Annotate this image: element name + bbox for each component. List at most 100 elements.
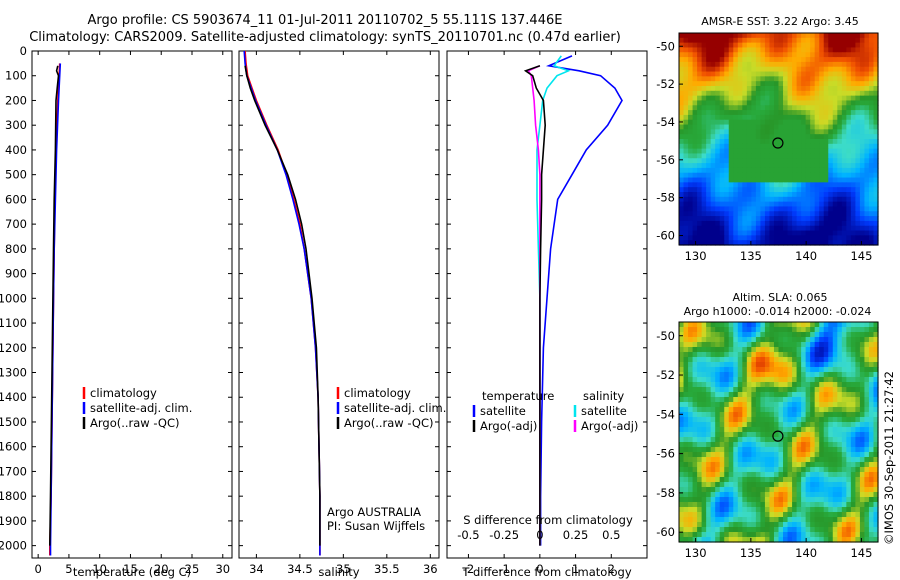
heatmap-cell (764, 477, 771, 483)
heatmap-cell (769, 33, 775, 39)
heatmap-cell (679, 462, 685, 468)
heatmap-cell (778, 240, 784, 246)
heatmap-cell (706, 143, 712, 150)
heatmap-cell (706, 86, 712, 92)
heatmap-cell (801, 402, 807, 408)
heatmap-cell (679, 437, 685, 443)
heatmap-cell (773, 527, 780, 533)
heatmap-cell (701, 211, 707, 217)
legend-label: Argo(..raw -QC) (344, 416, 434, 430)
heatmap-cell (787, 76, 793, 82)
heatmap-cell (764, 230, 771, 236)
heatmap-cell (733, 497, 739, 503)
heatmap-cell (773, 537, 780, 543)
heatmap-cell (805, 172, 811, 179)
heatmap-cell (764, 432, 771, 438)
heatmap-cell (792, 427, 798, 433)
heatmap-cell (679, 502, 685, 508)
heatmap-cell (814, 422, 820, 428)
heatmap-cell (846, 497, 852, 503)
heatmap-cell (764, 397, 771, 403)
heatmap-cell (742, 134, 748, 140)
heatmap-cell (733, 225, 739, 232)
x-tick-label: 30 (215, 562, 230, 576)
heatmap-cell (787, 177, 793, 183)
heatmap-cell (837, 537, 843, 543)
heatmap-cell (787, 196, 793, 203)
heatmap-cell (746, 177, 752, 183)
heatmap-cell (724, 61, 730, 68)
heatmap-cell (837, 492, 843, 498)
y-tick-label: 700 (5, 217, 27, 231)
heatmap-cell (710, 86, 716, 92)
heatmap-cell (778, 472, 784, 478)
heatmap-cell (692, 61, 698, 68)
heatmap-cell (801, 177, 807, 183)
heatmap-cell (683, 177, 689, 183)
heatmap-cell (864, 201, 870, 208)
heatmap-cell (683, 347, 689, 353)
heatmap-cell (814, 472, 820, 478)
heatmap-cell (719, 412, 725, 418)
heatmap-cell (697, 537, 703, 543)
heatmap-cell (728, 90, 734, 97)
heatmap-cell (737, 522, 743, 528)
heatmap-cell (773, 148, 780, 155)
heatmap-cell (688, 86, 694, 92)
panel-frame-1 (238, 50, 440, 559)
heatmap-cell (819, 472, 825, 478)
heatmap-cell (837, 52, 843, 58)
heatmap-cell (724, 437, 730, 443)
heatmap-cell (778, 211, 784, 217)
heatmap-cell (701, 52, 707, 58)
heatmap-cell (828, 37, 834, 44)
heatmap-cell (724, 357, 730, 363)
heatmap-cell (760, 129, 766, 135)
heatmap-cell (764, 143, 771, 150)
heatmap-cell (679, 482, 685, 488)
legend-label: satellite-adj. clim. (344, 401, 446, 415)
heatmap-cell (828, 342, 834, 348)
heatmap-cell (810, 33, 816, 39)
heatmap-cell (728, 52, 734, 58)
heatmap-cell (688, 327, 694, 333)
heatmap-cell (792, 442, 798, 448)
heatmap-cell (846, 105, 852, 111)
heatmap-cell (846, 412, 852, 418)
heatmap-cell (814, 367, 820, 373)
heatmap-cell (864, 187, 870, 193)
heatmap-cell (728, 482, 734, 488)
heatmap-cell (755, 502, 762, 508)
heatmap-cell (746, 442, 752, 448)
heatmap-cell (683, 407, 689, 413)
heatmap-cell (728, 172, 734, 179)
heatmap-cell (868, 322, 875, 328)
heatmap-cell (755, 114, 762, 121)
heatmap-cell (855, 66, 861, 73)
heatmap-cell (823, 105, 829, 111)
heatmap-cell (733, 407, 739, 413)
heatmap-cell (773, 105, 780, 111)
heatmap-cell (746, 382, 752, 388)
heatmap-cell (841, 487, 847, 493)
heatmap-cell (855, 71, 861, 77)
heatmap-cell (724, 230, 730, 236)
heatmap-cell (778, 105, 784, 111)
heatmap-cell (764, 342, 771, 348)
heatmap-cell (764, 462, 771, 468)
heatmap-cell (814, 522, 820, 528)
heatmap-cell (692, 57, 698, 63)
heatmap-cell (783, 417, 789, 423)
heatmap-cell (719, 332, 725, 338)
heatmap-cell (737, 337, 743, 343)
heatmap-cell (737, 377, 743, 383)
heatmap-cell (814, 347, 820, 353)
heatmap-cell (728, 240, 734, 246)
heatmap-cell (855, 492, 861, 498)
heatmap-cell (855, 172, 861, 179)
heatmap-cell (823, 201, 829, 208)
heatmap-cell (683, 532, 689, 538)
heatmap-cell (873, 357, 879, 363)
heatmap-cell (751, 148, 757, 155)
heatmap-cell (846, 362, 852, 368)
